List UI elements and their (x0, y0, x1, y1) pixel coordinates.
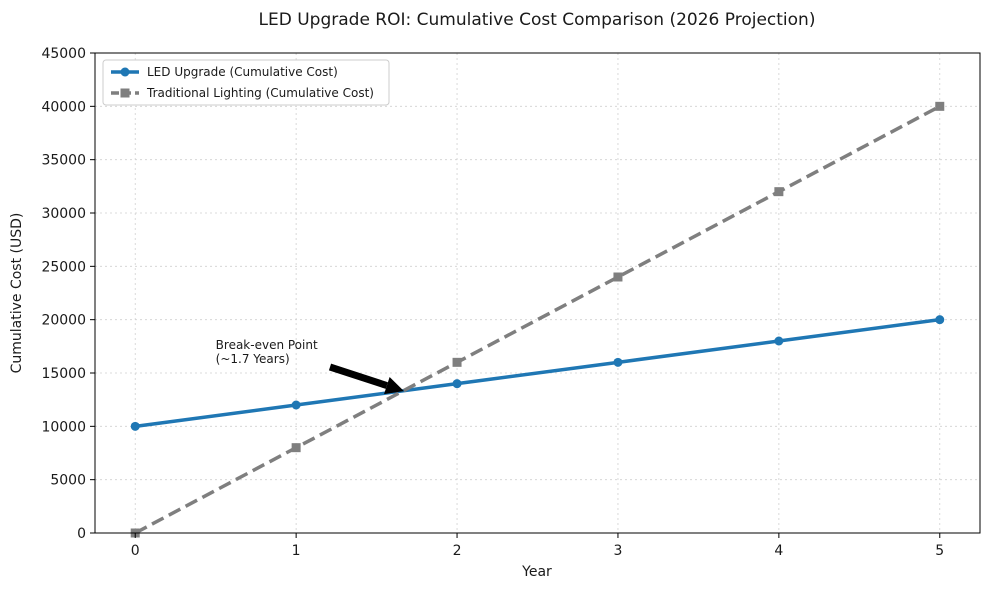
x-tick-label: 3 (613, 543, 622, 559)
data-point (452, 379, 462, 389)
y-tick-label: 20000 (41, 313, 86, 329)
annotation-text: Break-even Point (~1.7 Years) (216, 338, 318, 366)
y-tick-label: 5000 (50, 473, 86, 489)
y-tick-label: 35000 (41, 153, 86, 169)
data-point (291, 443, 301, 453)
data-point (774, 336, 784, 346)
data-point (291, 400, 301, 410)
annotation-text-line: Break-even Point (216, 338, 318, 352)
data-point (935, 315, 945, 325)
annotation-arrow-head (384, 376, 404, 395)
y-tick-label: 10000 (41, 419, 86, 435)
x-axis-label: Year (521, 564, 552, 580)
data-point (613, 272, 623, 282)
y-tick-label: 0 (77, 526, 86, 542)
grid (95, 52, 980, 534)
legend-marker-0 (120, 67, 130, 77)
x-tick-label: 1 (292, 543, 301, 559)
x-tick-label: 4 (774, 543, 783, 559)
y-tick-label: 25000 (41, 259, 86, 275)
x-tick-label: 2 (453, 543, 462, 559)
data-point (774, 187, 784, 197)
annotation-arrow-shaft (328, 363, 388, 389)
series-line-0 (134, 317, 941, 429)
y-tick-label: 30000 (41, 206, 86, 222)
legend-label-0: LED Upgrade (Cumulative Cost) (147, 65, 338, 79)
x-tick-label: 5 (935, 543, 944, 559)
data-point (130, 421, 140, 431)
break-even-annotation: Break-even Point (~1.7 Years) (216, 338, 404, 395)
data-point (452, 357, 462, 367)
legend-marker-1 (120, 88, 130, 98)
data-point (613, 357, 623, 367)
x-tick-label: 0 (131, 543, 140, 559)
data-point (935, 101, 945, 111)
y-tick-label: 45000 (41, 46, 86, 62)
y-axis-label: Cumulative Cost (USD) (9, 213, 25, 374)
legend-label-1: Traditional Lighting (Cumulative Cost) (146, 86, 374, 100)
axis-ticks: 0 5000 10000 15000 20000 25000 30000 35000 40000… (41, 46, 944, 559)
series-layer (130, 101, 945, 538)
chart-title: LED Upgrade ROI: Cumulative Cost Compari… (259, 10, 816, 30)
legend: LED Upgrade (Cumulative Cost) Traditional… (102, 59, 390, 106)
y-tick-label: 15000 (41, 366, 86, 382)
y-tick-label: 40000 (41, 99, 86, 115)
legend-box (102, 59, 390, 106)
annotation-text-line: (~1.7 Years) (216, 352, 290, 366)
plot-frame (94, 52, 981, 534)
